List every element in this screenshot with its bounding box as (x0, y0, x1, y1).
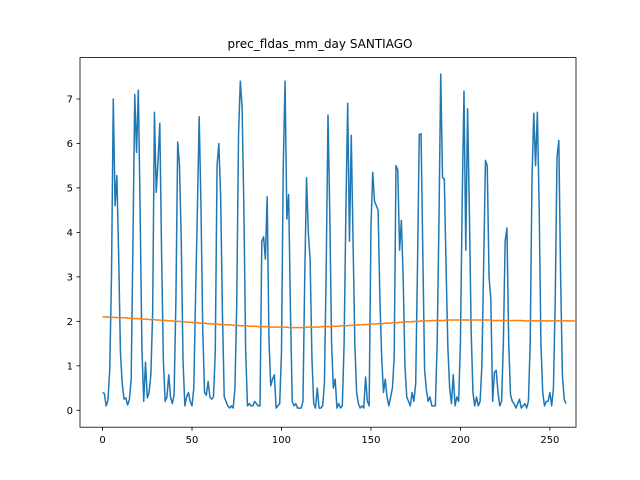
y-axis: 0 1 2 3 4 5 6 7 (67, 94, 80, 417)
y-tick-label: 1 (67, 361, 73, 372)
x-tick-label: 0 (99, 435, 105, 446)
y-tick-label: 0 (67, 406, 73, 417)
x-tick-label: 100 (272, 435, 291, 446)
y-tick-label: 3 (67, 272, 73, 283)
y-tick-label: 2 (67, 317, 73, 328)
x-tick-label: 200 (451, 435, 470, 446)
y-tick-label: 4 (67, 228, 73, 239)
x-tick-label: 50 (186, 435, 199, 446)
series-line-1 (102, 316, 575, 329)
plot-frame (79, 57, 577, 428)
series-line-0 (102, 73, 567, 409)
y-tick-label: 7 (67, 94, 73, 105)
y-tick-label: 5 (67, 183, 73, 194)
chart-title: prec_fldas_mm_day SANTIAGO (228, 37, 413, 51)
x-tick-label: 150 (361, 435, 380, 446)
x-tick-label: 250 (540, 435, 559, 446)
y-tick-label: 6 (67, 139, 73, 150)
x-axis: 0 50 100 150 200 250 (99, 427, 559, 446)
series-layer (102, 73, 575, 409)
